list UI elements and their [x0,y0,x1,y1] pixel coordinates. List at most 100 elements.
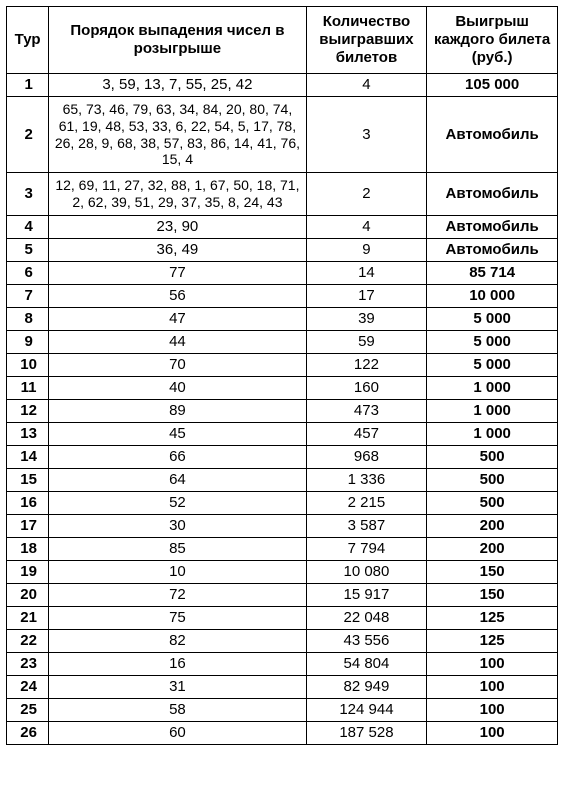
cell-prize: 1 000 [427,376,558,399]
cell-tour: 5 [7,238,49,261]
table-row: 265, 73, 46, 79, 63, 34, 84, 20, 80, 74,… [7,97,558,173]
cell-prize: 5 000 [427,353,558,376]
cell-tour: 4 [7,215,49,238]
cell-numbers: 58 [49,698,306,721]
cell-count: 10 080 [306,560,427,583]
table-row: 6771485 714 [7,261,558,284]
cell-prize: 125 [427,606,558,629]
cell-tour: 10 [7,353,49,376]
table-row: 2558124 944100 [7,698,558,721]
cell-count: 54 804 [306,652,427,675]
table-row: 1466968500 [7,445,558,468]
cell-tour: 1 [7,74,49,97]
cell-tour: 16 [7,491,49,514]
table-row: 7561710 000 [7,284,558,307]
cell-count: 2 [306,173,427,216]
table-body: 13, 59, 13, 7, 55, 25, 424105 000265, 73… [7,74,558,745]
cell-numbers: 56 [49,284,306,307]
cell-numbers: 72 [49,583,306,606]
cell-count: 17 [306,284,427,307]
cell-numbers: 31 [49,675,306,698]
cell-count: 2 215 [306,491,427,514]
cell-tour: 12 [7,399,49,422]
cell-count: 3 587 [306,514,427,537]
cell-prize: Автомобиль [427,238,558,261]
table-row: 191010 080150 [7,560,558,583]
col-header-tour: Тур [7,7,49,74]
table-row: 847395 000 [7,307,558,330]
cell-prize: 100 [427,652,558,675]
cell-prize: 10 000 [427,284,558,307]
cell-numbers: 10 [49,560,306,583]
table-row: 10701225 000 [7,353,558,376]
cell-tour: 17 [7,514,49,537]
cell-prize: 100 [427,675,558,698]
table-row: 231654 804100 [7,652,558,675]
cell-prize: Автомобиль [427,97,558,173]
table-row: 944595 000 [7,330,558,353]
cell-prize: Автомобиль [427,173,558,216]
cell-tour: 8 [7,307,49,330]
cell-numbers: 66 [49,445,306,468]
cell-count: 59 [306,330,427,353]
cell-prize: 150 [427,560,558,583]
cell-tour: 13 [7,422,49,445]
cell-prize: 1 000 [427,422,558,445]
cell-tour: 21 [7,606,49,629]
cell-prize: 500 [427,491,558,514]
cell-count: 968 [306,445,427,468]
cell-numbers: 16 [49,652,306,675]
cell-numbers: 82 [49,629,306,652]
cell-count: 457 [306,422,427,445]
cell-count: 4 [306,74,427,97]
cell-tour: 14 [7,445,49,468]
cell-numbers: 47 [49,307,306,330]
cell-prize: 150 [427,583,558,606]
cell-prize: 105 000 [427,74,558,97]
cell-count: 473 [306,399,427,422]
cell-numbers: 12, 69, 11, 27, 32, 88, 1, 67, 50, 18, 7… [49,173,306,216]
table-row: 243182 949100 [7,675,558,698]
cell-tour: 24 [7,675,49,698]
cell-count: 14 [306,261,427,284]
table-row: 17303 587200 [7,514,558,537]
table-row: 13, 59, 13, 7, 55, 25, 424105 000 [7,74,558,97]
table-row: 11401601 000 [7,376,558,399]
cell-prize: 5 000 [427,307,558,330]
cell-numbers: 70 [49,353,306,376]
cell-count: 4 [306,215,427,238]
cell-prize: 200 [427,514,558,537]
col-header-count: Количество выигравших билетов [306,7,427,74]
cell-count: 43 556 [306,629,427,652]
cell-numbers: 64 [49,468,306,491]
col-header-prize: Выигрыш каждого билета (руб.) [427,7,558,74]
cell-numbers: 89 [49,399,306,422]
table-row: 312, 69, 11, 27, 32, 88, 1, 67, 50, 18, … [7,173,558,216]
cell-prize: 125 [427,629,558,652]
cell-prize: 100 [427,721,558,744]
table-row: 18857 794200 [7,537,558,560]
col-header-nums: Порядок выпадения чисел в розыгрыше [49,7,306,74]
cell-prize: 85 714 [427,261,558,284]
cell-count: 187 528 [306,721,427,744]
cell-tour: 26 [7,721,49,744]
cell-tour: 19 [7,560,49,583]
cell-numbers: 23, 90 [49,215,306,238]
cell-prize: 500 [427,468,558,491]
cell-tour: 7 [7,284,49,307]
cell-numbers: 30 [49,514,306,537]
cell-tour: 22 [7,629,49,652]
cell-count: 1 336 [306,468,427,491]
table-row: 2660187 528100 [7,721,558,744]
table-row: 12894731 000 [7,399,558,422]
cell-numbers: 60 [49,721,306,744]
cell-numbers: 85 [49,537,306,560]
cell-count: 3 [306,97,427,173]
cell-count: 15 917 [306,583,427,606]
table-header-row: Тур Порядок выпадения чисел в розыгрыше … [7,7,558,74]
cell-count: 7 794 [306,537,427,560]
cell-tour: 15 [7,468,49,491]
cell-tour: 11 [7,376,49,399]
cell-tour: 9 [7,330,49,353]
cell-tour: 3 [7,173,49,216]
